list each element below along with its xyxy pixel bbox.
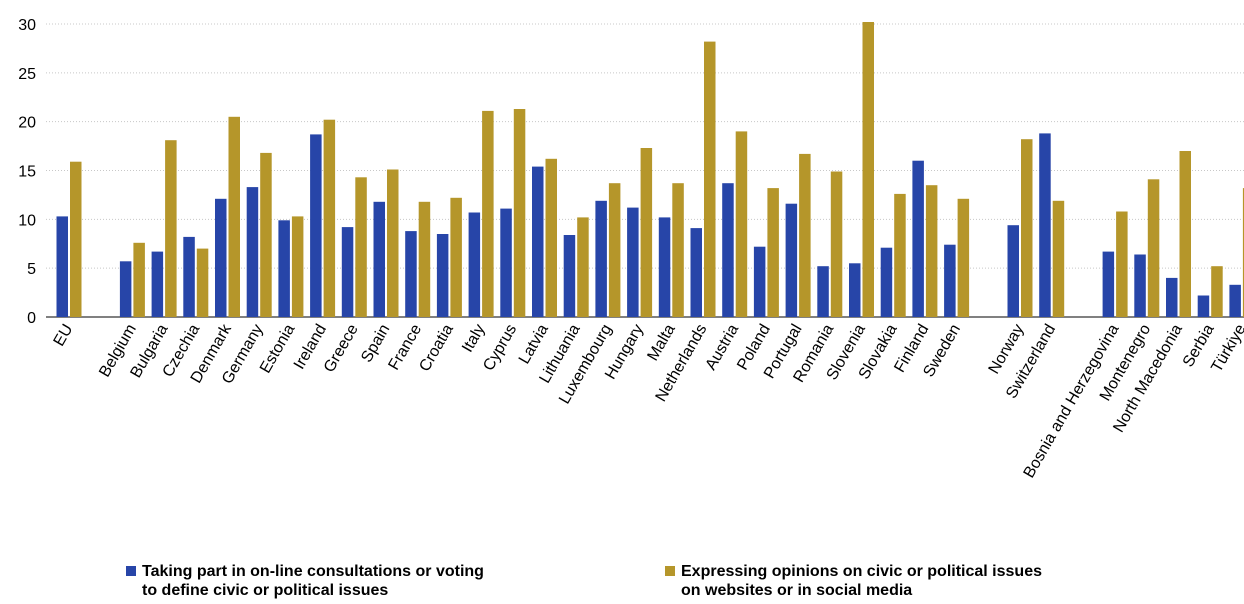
y-tick-label: 30 (18, 17, 36, 34)
bar-series-1-france (405, 231, 417, 317)
bar-series-1-montenegro (1134, 254, 1146, 317)
bar-series-2-türkiye (1242, 188, 1244, 317)
y-tick-label: 0 (27, 310, 36, 327)
bar-series-1-poland (753, 246, 766, 317)
bar-series-2-slovakia (894, 193, 906, 317)
bar-series-2-poland (767, 188, 779, 317)
bar-series-1-sweden (944, 244, 956, 317)
bar-series-1-eu (56, 216, 68, 317)
legend-label-line-1: Taking part in on-line consultations or … (142, 563, 484, 580)
bar-series-1-switzerland (1039, 133, 1051, 317)
bar-series-1-czechia (183, 236, 195, 317)
bar-series-1-germany (246, 187, 259, 317)
bar-series-2-greece (355, 177, 367, 317)
bar-series-1-hungary (627, 207, 639, 317)
y-tick-label: 25 (18, 66, 36, 83)
bar-series-1-ireland (310, 134, 322, 317)
x-tick-label: Malta (644, 321, 678, 363)
bar-series-2-north-macedonia (1179, 151, 1191, 317)
legend-item-series-1: Taking part in on-line consultations or … (126, 562, 484, 600)
bar-series-1-slovenia (849, 263, 861, 317)
bar-series-2-denmark (228, 116, 240, 317)
bar-series-1-finland (912, 160, 924, 317)
bar-series-1-italy (468, 212, 481, 317)
bar-series-1-latvia (532, 166, 544, 317)
bar-series-2-latvia (545, 158, 557, 317)
legend-label-series-1: Taking part in on-line consultations or … (142, 562, 484, 600)
y-tick-label: 20 (18, 115, 36, 132)
bar-series-2-finland (925, 185, 938, 317)
bar-series-1-greece (341, 227, 354, 317)
bar-series-2-estonia (291, 216, 304, 317)
y-tick-label: 5 (27, 261, 36, 278)
bar-series-2-czechia (196, 248, 209, 317)
bar-chart: 0 5 10 15 20 25 30 EU BelgiumBulgariaCzechiaDen… (18, 17, 1244, 481)
legend-item-series-2: Expressing opinions on civic or politica… (665, 562, 1042, 600)
bar-series-2-eu (70, 161, 82, 317)
bar-series-2-serbia (1211, 266, 1223, 317)
bar-series-1-estonia (278, 220, 290, 317)
bars (46, 22, 1244, 318)
bar-series-2-spain (387, 169, 399, 317)
x-tick-label: Italy (459, 321, 488, 355)
legend-label-line-2: on websites or in social media (681, 582, 913, 599)
bar-series-2-romania (830, 171, 843, 317)
bar-series-1-spain (373, 201, 385, 317)
bar-series-2-austria (735, 131, 748, 317)
legend-label-series-2: Expressing opinions on civic or politica… (681, 562, 1042, 600)
bar-series-1-portugal (785, 203, 798, 317)
bar-series-1-north-macedonia (1166, 277, 1178, 317)
bar-series-2-slovenia (862, 22, 874, 317)
bar-series-2-lithuania (577, 217, 589, 317)
bar-series-1-lithuania (563, 235, 576, 317)
bar-series-1-croatia (436, 234, 449, 317)
legend-label-line-1: Expressing opinions on civic or politica… (681, 563, 1042, 580)
legend-swatch-series-2 (665, 566, 675, 576)
bar-series-2-sweden (957, 198, 970, 317)
bar-series-2-luxembourg (608, 183, 621, 317)
bar-series-1-netherlands (690, 228, 702, 317)
bar-series-2-germany (260, 152, 272, 317)
bar-series-1-bulgaria (151, 251, 164, 317)
bar-series-2-belgium (133, 242, 145, 317)
bar-series-2-italy (482, 110, 494, 318)
bar-series-2-montenegro (1147, 179, 1160, 317)
bar-series-1-luxembourg (595, 200, 607, 317)
bar-series-1-belgium (119, 261, 132, 317)
legend-swatch-series-1 (126, 566, 136, 576)
bar-series-2-switzerland (1052, 200, 1065, 317)
bar-series-2-malta (672, 183, 684, 317)
bar-series-1-romania (817, 266, 829, 317)
bar-series-2-cyprus (513, 109, 526, 317)
y-tick-label: 15 (18, 164, 36, 181)
bar-series-2-bulgaria (165, 140, 177, 317)
y-axis-ticks: 0 5 10 15 20 25 30 (18, 17, 36, 327)
bar-series-1-slovakia (880, 247, 893, 317)
bar-series-2-norway (1021, 139, 1033, 317)
y-tick-label: 10 (18, 212, 36, 229)
legend-label-line-2: to define civic or political issues (142, 582, 389, 599)
bar-series-1-türkiye (1229, 284, 1241, 317)
bar-series-1-denmark (215, 198, 227, 317)
bar-series-2-bosnia-and-herzegovina (1116, 211, 1128, 317)
bar-series-2-ireland (323, 119, 336, 317)
bar-series-2-france (418, 201, 431, 317)
bar-series-2-netherlands (704, 41, 716, 317)
bar-series-1-cyprus (500, 208, 512, 317)
bar-series-1-norway (1007, 225, 1019, 317)
bar-series-1-malta (658, 217, 671, 317)
bar-series-1-serbia (1197, 295, 1210, 317)
bar-series-2-croatia (450, 197, 462, 317)
bar-series-1-bosnia-and-herzegovina (1102, 251, 1115, 317)
bar-series-2-hungary (640, 148, 653, 317)
x-tick-label: EU (51, 322, 77, 350)
bar-series-1-austria (722, 183, 734, 317)
x-axis-labels: EU BelgiumBulgariaCzechiaDenmarkGermanyEs… (51, 321, 1244, 481)
bar-series-2-portugal (799, 153, 811, 317)
